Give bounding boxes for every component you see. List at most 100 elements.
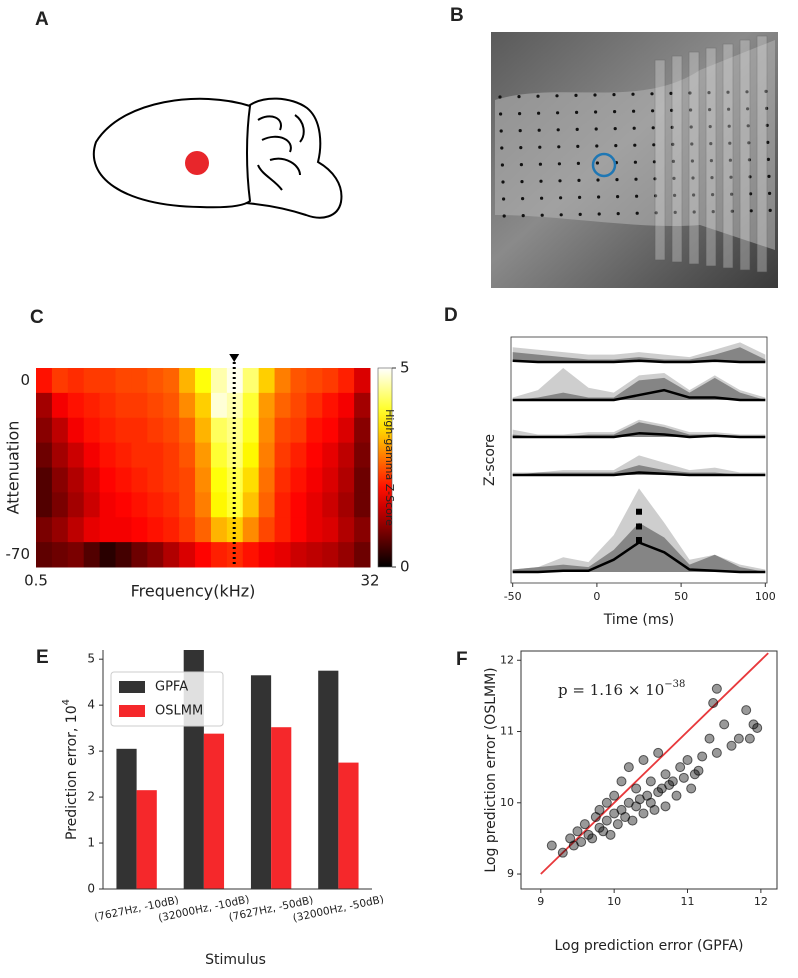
- electrode: [502, 197, 506, 201]
- heatmap-cell: [354, 392, 371, 419]
- mean-line: [512, 432, 766, 439]
- heatmap-cell: [242, 442, 260, 468]
- heatmap-cell: [242, 417, 260, 444]
- heatmap-cell: [147, 442, 164, 468]
- significance-marker: [636, 523, 642, 530]
- electrode: [672, 176, 676, 180]
- heatmap-cell: [99, 542, 117, 568]
- shank: [756, 35, 768, 273]
- electrode: [613, 127, 617, 131]
- recording-site: [185, 151, 209, 175]
- electrode: [670, 108, 674, 112]
- electrode: [765, 106, 769, 110]
- electrode: [746, 124, 750, 128]
- electrode: [578, 212, 582, 216]
- electrode: [764, 89, 768, 93]
- legend-swatch: [119, 681, 145, 693]
- heatmap-cell: [322, 492, 339, 518]
- electrode: [652, 143, 656, 147]
- heatmap-cell: [67, 442, 85, 468]
- electrode: [593, 93, 597, 97]
- electrode: [578, 195, 582, 199]
- brain-drawing: [92, 97, 343, 219]
- point: [744, 733, 755, 744]
- x-tick-label: 12: [754, 895, 768, 908]
- heatmap-cell: [242, 492, 260, 518]
- cerebellum: [245, 97, 343, 219]
- electrode: [555, 94, 559, 98]
- heatmap-cell: [67, 542, 85, 568]
- point: [645, 776, 656, 787]
- panel-label: F: [456, 649, 468, 670]
- heatmap-cell: [67, 517, 85, 543]
- point: [616, 776, 627, 787]
- electrode: [540, 196, 544, 200]
- electrode: [556, 128, 560, 132]
- shank: [705, 47, 717, 267]
- x-tick-label: 0: [593, 590, 600, 603]
- heatmap-cell: [210, 417, 228, 444]
- electrode: [710, 176, 714, 180]
- electrode: [766, 157, 771, 161]
- electrode: [765, 123, 769, 127]
- point: [708, 698, 719, 709]
- electrode: [747, 141, 751, 145]
- point: [741, 705, 752, 716]
- electrode: [500, 163, 504, 167]
- heatmap-cell: [99, 392, 117, 419]
- y-tick-label: 3: [87, 744, 95, 758]
- electrode: [537, 128, 541, 132]
- heatmap-cell: [322, 442, 339, 468]
- heatmap-cell: [290, 542, 307, 568]
- heatmap-cell: [290, 442, 307, 468]
- electrode: [691, 176, 695, 180]
- heatmap-cell: [354, 517, 371, 543]
- y-tick-label: 4: [87, 698, 95, 712]
- electrode: [575, 127, 579, 131]
- electrode: [518, 129, 522, 133]
- heatmap-cell: [306, 517, 323, 543]
- heatmap-cell: [147, 368, 164, 394]
- x-tick-label: 100: [755, 590, 776, 603]
- x-tick-label: 0.5: [24, 572, 48, 590]
- heatmap-cell: [179, 368, 196, 394]
- heatmap-cell: [274, 542, 291, 568]
- y-tick-label: 0: [20, 371, 30, 389]
- heatmap-cell: [131, 368, 148, 394]
- point: [631, 783, 642, 794]
- legend-swatch: [119, 705, 145, 717]
- electrode: [768, 208, 772, 212]
- heatmap-cell: [147, 517, 164, 543]
- point: [664, 779, 675, 790]
- electrode: [596, 178, 600, 182]
- electrode: [650, 92, 654, 96]
- electrode: [730, 192, 734, 196]
- electrode: [634, 177, 638, 181]
- electrode: [537, 111, 541, 115]
- heatmap-cell: [322, 467, 339, 493]
- electrode: [518, 112, 522, 116]
- dark-band: [512, 465, 766, 475]
- heatmap-cell: [258, 492, 276, 518]
- point: [649, 804, 660, 815]
- bar: [338, 762, 359, 889]
- y-axis-label: Prediction error, 104: [61, 699, 80, 840]
- y-tick-label: 9: [507, 867, 514, 880]
- electrode: [633, 160, 638, 164]
- point: [601, 797, 612, 808]
- electrode: [635, 194, 639, 198]
- heatmap-cell: [51, 542, 69, 568]
- electrode: [729, 175, 733, 179]
- heatmap-cell: [36, 492, 53, 518]
- heatmap-cell: [274, 467, 291, 493]
- heatmap-cell: [322, 517, 339, 543]
- colorbar-tick-label: 5: [400, 359, 410, 377]
- point: [576, 836, 587, 847]
- y-tick-label: 0: [87, 882, 95, 896]
- electrode: [767, 174, 771, 178]
- y-axis-label-exponent: 4: [61, 699, 72, 705]
- colorbar-tick-label: 0: [400, 558, 410, 576]
- heatmap-cell: [210, 368, 228, 394]
- heatmap-cell: [51, 368, 69, 394]
- heatmap-cell: [51, 442, 69, 468]
